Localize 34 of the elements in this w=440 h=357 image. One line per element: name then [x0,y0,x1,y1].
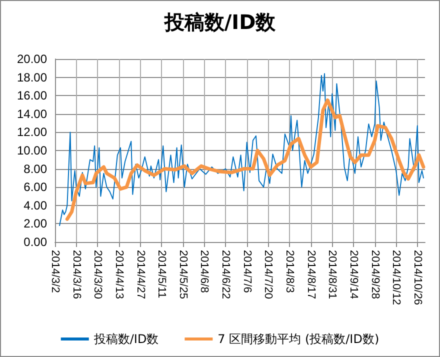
line-series [65,98,426,221]
x-tick-label: 2014/6/8 [198,250,210,293]
x-tick-label: 2014/3/2 [49,250,61,293]
y-tick-label: 14.00 [16,106,48,121]
x-tick-label: 2014/10/26 [411,250,424,306]
y-tick-label: 18.00 [16,70,48,84]
y-tick-label: 2.00 [24,216,48,231]
x-tick-label: 2014/10/12 [390,250,402,306]
legend-label: 7 区間移動平均 (投稿数/ID数) [218,332,380,346]
legend-label: 投稿数/ID数 [92,332,159,346]
x-tick-label: 2014/7/6 [240,250,253,293]
y-tick-label: 20.00 [16,52,48,66]
x-tick-label: 2014/5/25 [176,250,189,299]
x-tick-label: 2014/6/22 [220,250,232,299]
chart-title: 投稿数/ID数 [163,10,277,34]
x-tick-label: 2014/3/30 [92,250,104,299]
y-tick-label: 12.00 [16,125,48,140]
x-tick-label: 2014/7/20 [262,250,274,299]
x-tick-label: 2014/4/13 [112,250,125,299]
y-tick-label: 8.00 [24,162,48,176]
y-tick-label: 4.00 [24,198,48,212]
y-tick-label: 10.00 [16,144,48,158]
x-tick-label: 2014/8/31 [326,250,338,299]
x-tick-label: 2014/9/14 [347,250,360,299]
x-tick-label: 2014/8/3 [283,250,296,293]
x-tick-label: 2014/3/16 [70,250,82,299]
x-tick-label: 2014/9/28 [368,250,381,299]
line-series [59,73,424,226]
x-tick-label: 2014/8/17 [304,250,317,299]
y-tick-label: 16.00 [16,88,48,103]
x-tick-label: 2014/5/11 [156,250,168,298]
y-tick-label: 0.00 [24,235,48,249]
x-tick-label: 2014/4/27 [134,250,146,299]
y-tick-label: 6.00 [24,180,48,194]
